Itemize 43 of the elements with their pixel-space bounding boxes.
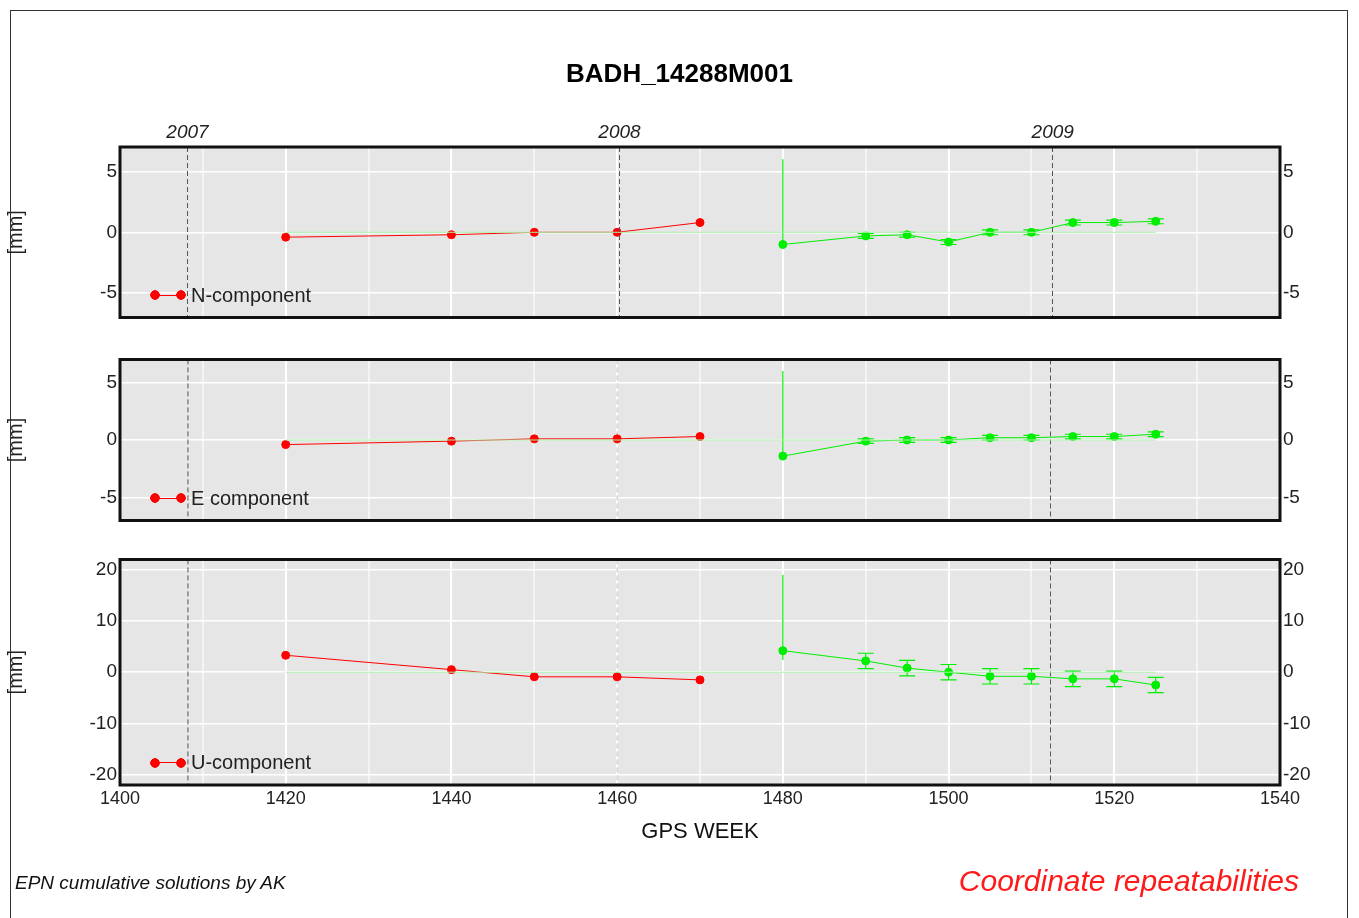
y-axis-title: [mm] bbox=[3, 649, 26, 695]
y2-tick-label: -20 bbox=[1283, 762, 1311, 784]
x-tick-label: 1520 bbox=[1094, 787, 1135, 808]
y2-tick-label: 10 bbox=[1283, 609, 1305, 631]
x-tick-label: 1420 bbox=[265, 787, 306, 808]
y-tick-label: 0 bbox=[106, 220, 117, 242]
y2-tick-label: 20 bbox=[1283, 557, 1305, 579]
x-tick-label: 1540 bbox=[1259, 787, 1301, 808]
x2-tick-label: 2008 bbox=[597, 120, 642, 142]
y2-tick-label: 0 bbox=[1283, 220, 1294, 242]
y-tick-label: -5 bbox=[100, 281, 117, 303]
y-tick-label: -5 bbox=[100, 485, 117, 507]
y2-tick-label: 0 bbox=[1283, 428, 1294, 450]
legend-label: E component bbox=[191, 486, 309, 510]
y-tick-label: 20 bbox=[95, 557, 117, 579]
y-tick-label: -20 bbox=[89, 762, 117, 784]
x-tick-label: 1460 bbox=[597, 787, 638, 808]
y-tick-label: 5 bbox=[106, 370, 117, 392]
y2-tick-label: 5 bbox=[1283, 159, 1294, 181]
x-tick-label: 1500 bbox=[928, 787, 969, 808]
x-tick-label: 1480 bbox=[762, 787, 803, 808]
y2-tick-label: -5 bbox=[1283, 281, 1300, 303]
y2-tick-label: -10 bbox=[1283, 711, 1311, 733]
y-axis-title: [mm] bbox=[3, 210, 26, 255]
y2-tick-label: 0 bbox=[1283, 660, 1294, 682]
x-tick-label: 1400 bbox=[99, 787, 141, 808]
x2-tick-label: 2007 bbox=[165, 120, 211, 142]
legend-label: U-component bbox=[191, 751, 312, 774]
x-axis-title: GPS WEEK bbox=[641, 817, 759, 843]
legend-label: N-component bbox=[191, 283, 312, 307]
y2-tick-label: 5 bbox=[1283, 370, 1294, 392]
x2-tick-label: 2009 bbox=[1030, 120, 1075, 142]
y-tick-label: 5 bbox=[106, 159, 117, 181]
text: Coordinate repeatabilities bbox=[958, 864, 1299, 898]
y-axis-title: [mm] bbox=[3, 417, 26, 463]
y-tick-label: 0 bbox=[106, 660, 117, 682]
y-tick-label: 0 bbox=[106, 428, 117, 450]
x-tick-label: 1440 bbox=[431, 787, 472, 808]
chart-title: BADH_14288M001 bbox=[565, 58, 794, 89]
y2-tick-label: -5 bbox=[1283, 485, 1300, 507]
y-tick-label: -10 bbox=[89, 711, 117, 733]
text: EPN cumulative solutions by AK bbox=[15, 872, 286, 894]
y-tick-label: 10 bbox=[95, 609, 117, 631]
